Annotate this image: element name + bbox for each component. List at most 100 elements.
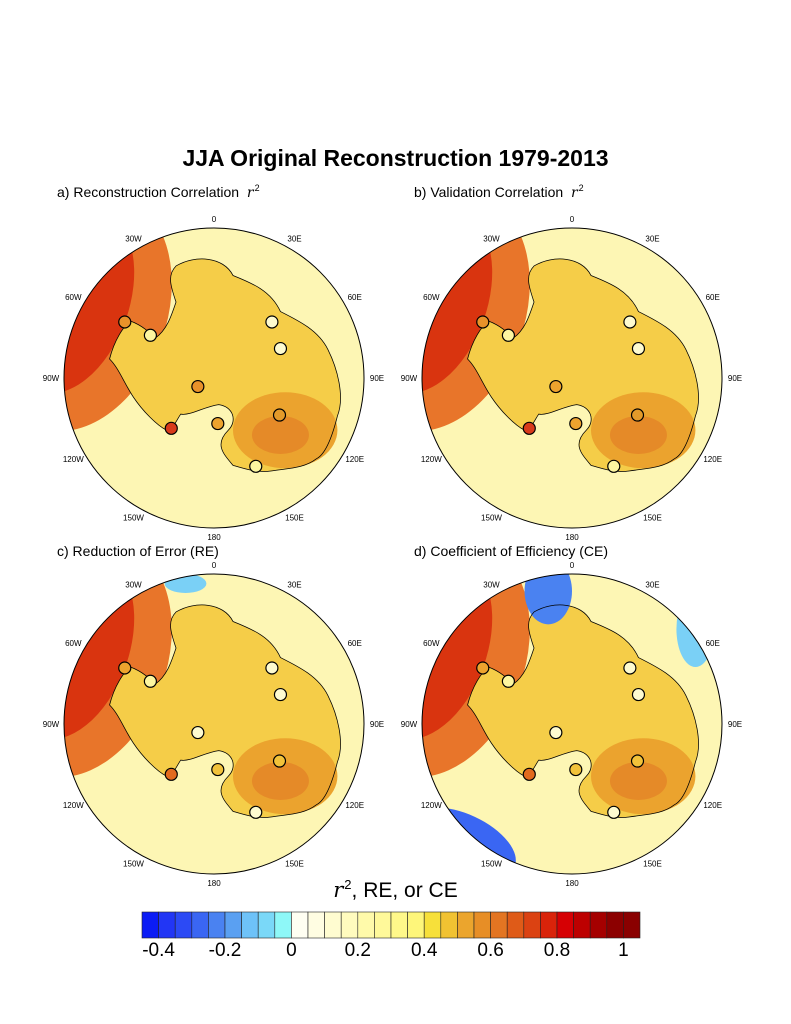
lon-label: 90E xyxy=(370,374,384,383)
lon-label: 0 xyxy=(212,561,217,570)
east-antarctica-max-region xyxy=(609,415,667,454)
station-marker xyxy=(191,379,205,394)
colorbar-tick-label: -0.4 xyxy=(142,940,175,961)
lon-label: 90E xyxy=(370,720,384,729)
lon-label: 30W xyxy=(483,235,500,244)
station-marker xyxy=(265,661,279,675)
lon-label: 150E xyxy=(285,859,304,868)
r-symbol: r xyxy=(333,878,344,902)
station-marker xyxy=(143,674,157,688)
colorbar-box xyxy=(274,911,292,939)
colorbar-box xyxy=(257,911,276,939)
lon-label: 0 xyxy=(570,561,575,570)
lon-label: 120E xyxy=(345,801,364,810)
lon-label: 180 xyxy=(565,879,579,888)
station-marker xyxy=(501,674,515,688)
antarctica-coastline xyxy=(467,604,699,818)
lon-label: 30W xyxy=(125,581,142,590)
lon-label: 180 xyxy=(207,533,221,542)
lon-label: 30E xyxy=(645,235,659,244)
lon-label: 0 xyxy=(212,215,217,224)
colorbar-box xyxy=(357,911,375,939)
lon-label: 120W xyxy=(421,801,442,810)
station-marker xyxy=(249,459,263,473)
station-marker xyxy=(272,754,287,768)
colorbar-box xyxy=(523,911,541,939)
station-marker xyxy=(272,408,287,422)
lon-label: 30W xyxy=(125,235,142,244)
colorbar-tick-label: 0.4 xyxy=(410,940,438,961)
panel-a-title: a) Reconstruction Correlation r2 xyxy=(57,184,260,202)
map-panel-a: 0 30E 60E 90E 120E 150E 180 150W 120W 90W 60W 30W xyxy=(43,215,384,542)
panel-b-title: b) Validation Correlation r2 xyxy=(414,184,584,202)
colorbar-tick-label: 0.6 xyxy=(477,940,504,961)
station-marker xyxy=(607,805,621,819)
lon-label: 120E xyxy=(703,801,722,810)
lon-label: 30E xyxy=(645,581,659,590)
station-marker xyxy=(522,767,536,781)
colorbar-title: r2, RE, or CE xyxy=(0,878,791,903)
antarctica-coastline xyxy=(109,258,341,472)
station-marker xyxy=(549,725,563,740)
colorbar-box xyxy=(490,911,508,939)
station-marker xyxy=(549,379,563,394)
colorbar-tick-label: 0 xyxy=(286,940,297,961)
lon-label: 180 xyxy=(207,879,221,888)
east-antarctica-max-region xyxy=(251,761,309,800)
station-marker xyxy=(631,341,646,356)
colorbar-box xyxy=(573,911,591,939)
lon-label: 150E xyxy=(643,859,662,868)
lon-label: 60W xyxy=(65,639,82,648)
lon-label: 60E xyxy=(706,293,720,302)
lon-label: 60W xyxy=(423,293,440,302)
lon-label: 90W xyxy=(43,720,60,729)
station-marker xyxy=(164,767,178,781)
colorbar-box xyxy=(141,911,159,939)
station-marker xyxy=(630,408,645,422)
panel-b-label: b) Validation Correlation xyxy=(414,184,564,200)
colorbar-box xyxy=(340,911,359,939)
panel-d-title: d) Coefficient of Efficiency (CE) xyxy=(414,543,609,559)
lon-label: 120E xyxy=(703,455,722,464)
antarctica-coastline xyxy=(467,258,699,472)
colorbar-box xyxy=(208,911,226,939)
lon-label: 150W xyxy=(481,513,502,522)
station-marker xyxy=(164,421,178,435)
station-marker xyxy=(630,754,645,768)
station-marker xyxy=(476,315,490,329)
colorbar-box xyxy=(191,911,209,939)
colorbar-box xyxy=(440,911,458,939)
colorbar-box xyxy=(374,911,392,939)
station-marker xyxy=(522,421,536,435)
colorbar-box xyxy=(307,911,325,939)
figure-title: JJA Original Reconstruction 1979-2013 xyxy=(182,145,609,171)
station-marker xyxy=(623,315,637,329)
lon-label: 120W xyxy=(63,455,84,464)
station-marker xyxy=(211,416,225,431)
lon-label: 90W xyxy=(401,720,418,729)
colorbar-box xyxy=(324,911,342,939)
r-symbol: r xyxy=(570,185,578,201)
map-border xyxy=(63,227,365,529)
map-border xyxy=(421,227,723,529)
station-marker xyxy=(191,725,205,740)
colorbar-box xyxy=(540,911,558,939)
sup: 2 xyxy=(344,877,352,892)
map-panel-d: 0 30E 60E 90E 120E 150E 180 150W 120W 90W 60W 30W xyxy=(401,561,742,888)
lon-label: 30W xyxy=(483,581,500,590)
station-marker xyxy=(265,315,279,329)
map-border xyxy=(421,573,723,875)
colorbar-box xyxy=(390,911,408,939)
colorbar-box xyxy=(506,911,525,939)
antarctica-coastline xyxy=(109,604,341,818)
colorbar-box xyxy=(556,911,574,939)
colorbar-tick-label: 1 xyxy=(618,940,629,961)
east-antarctica-max-region xyxy=(251,415,309,454)
colorbar-tick-label: -0.2 xyxy=(208,940,242,961)
colorbar-box xyxy=(224,911,242,939)
lon-label: 30E xyxy=(287,581,301,590)
lon-label: 30E xyxy=(287,235,301,244)
map-border xyxy=(63,573,365,875)
